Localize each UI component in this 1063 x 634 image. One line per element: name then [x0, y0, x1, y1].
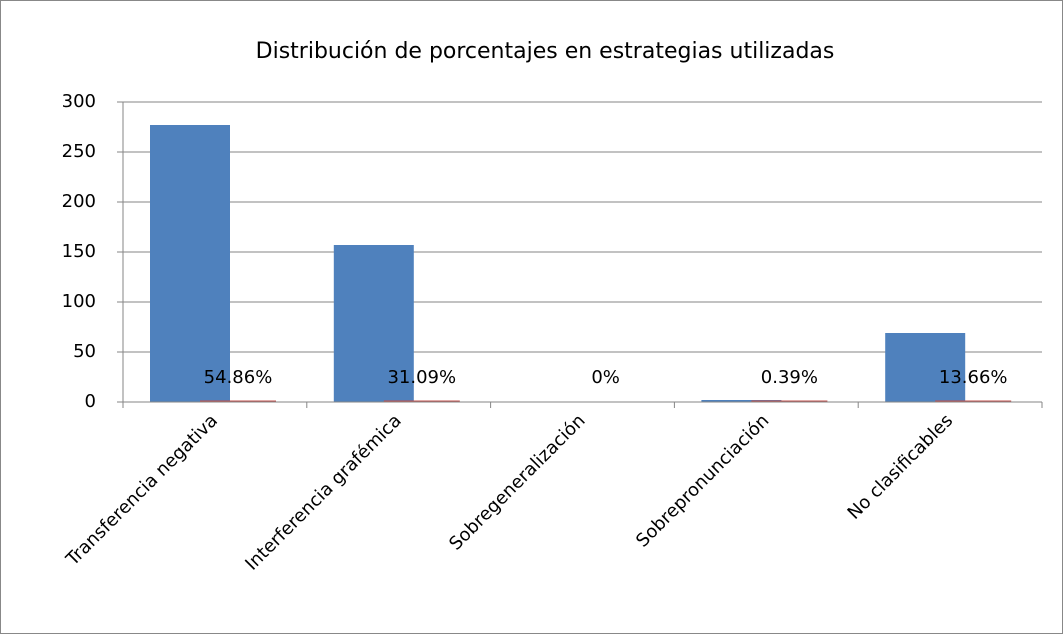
y-tick-label: 250	[62, 141, 96, 162]
y-tick-label: 200	[62, 191, 96, 212]
y-tick-label: 150	[62, 241, 96, 262]
data-label: 13.66%	[939, 367, 1008, 388]
data-label: 0.39%	[761, 367, 818, 388]
bar	[701, 400, 782, 402]
bar	[333, 245, 414, 402]
y-tick-label: 300	[62, 91, 96, 112]
data-label: 0%	[591, 367, 620, 388]
bar	[935, 400, 1012, 402]
bar	[751, 400, 828, 402]
y-tick-label: 100	[62, 291, 96, 312]
data-label: 31.09%	[387, 367, 456, 388]
y-tick-label: 50	[73, 341, 96, 362]
y-tick-label: 0	[85, 391, 96, 412]
bar	[383, 400, 460, 402]
chart-title: Distribución de porcentajes en estrategi…	[256, 39, 835, 64]
bar	[885, 333, 966, 402]
bar	[200, 400, 276, 402]
bar	[150, 125, 230, 402]
data-label: 54.86%	[204, 367, 273, 388]
